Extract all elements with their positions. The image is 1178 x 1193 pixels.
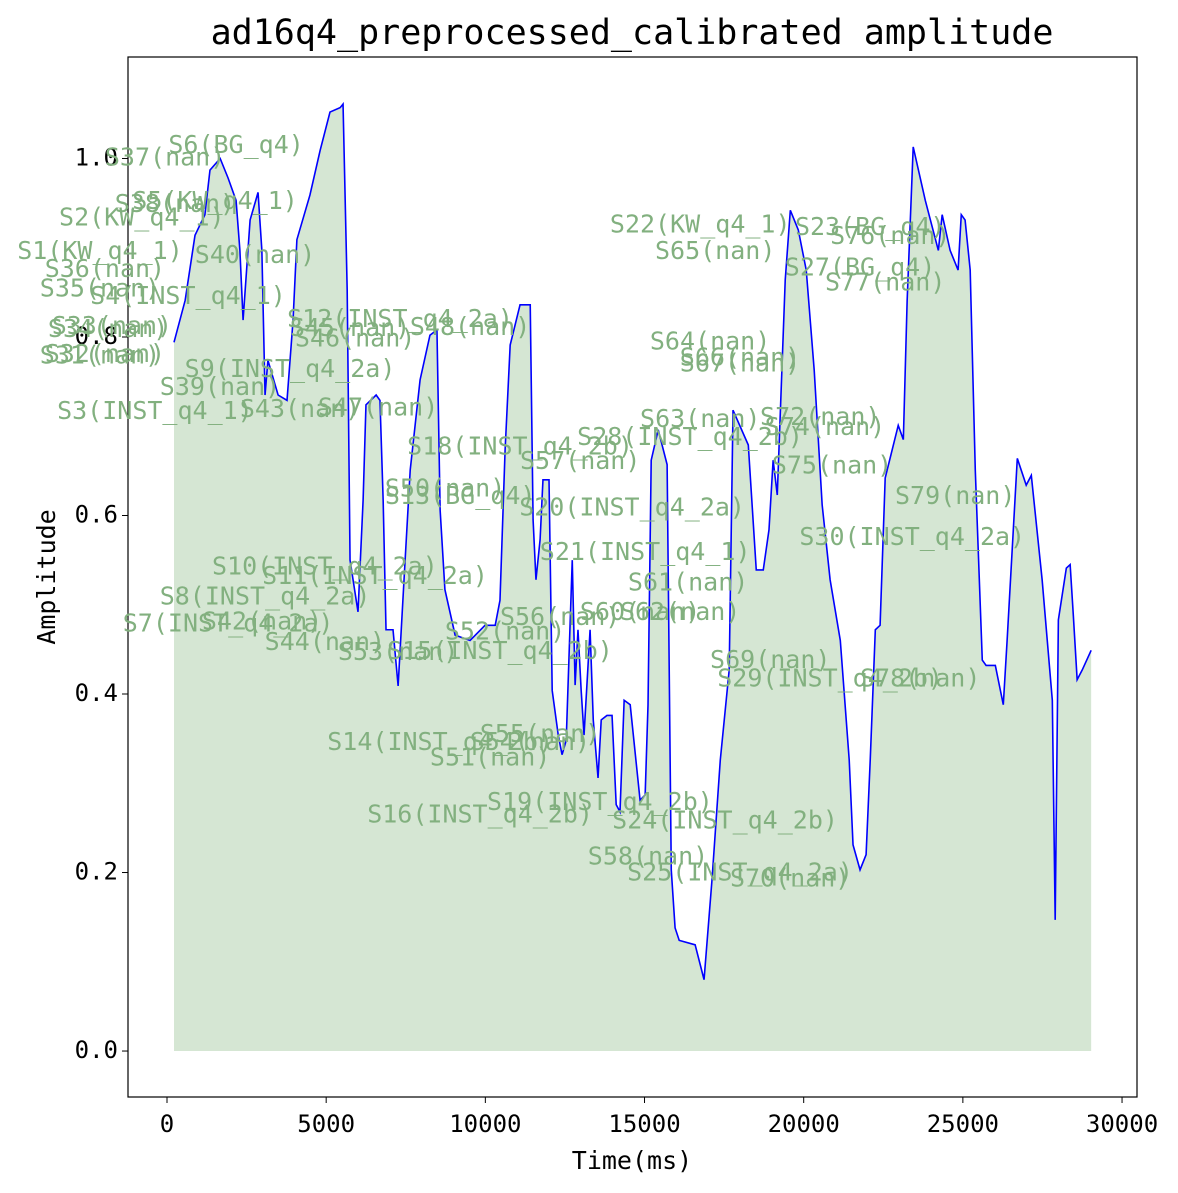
annotation: S53(nan) (338, 637, 458, 666)
chart-title: ad16q4_preprocessed_calibrated amplitude (211, 13, 1054, 53)
annotation: S76(nan) (830, 221, 950, 250)
annotation: S30(INST_q4_2a) (799, 522, 1025, 551)
annotation: S6(BG_q4) (168, 130, 303, 159)
annotation: S57(nan) (520, 446, 640, 475)
annotation: S24(INST_q4_2b) (612, 806, 838, 835)
annotation: S74(nan) (765, 412, 885, 441)
y-tick-label: 0.2 (75, 858, 118, 886)
annotation: S72(nan) (760, 402, 880, 431)
annotation: S77(nan) (825, 267, 945, 296)
annotation: S29(INST_q4_2b) (717, 664, 943, 693)
annotation: S54(nan) (470, 727, 590, 756)
annotation: S44(nan) (265, 627, 385, 656)
annotation: S1(KW_q4_1) (17, 236, 183, 265)
x-tick-label: 20000 (768, 1110, 840, 1138)
annotation: S47(nan) (318, 392, 438, 421)
annotation: S50(nan) (385, 474, 505, 503)
annotation: S60(nan) (580, 597, 700, 626)
y-tick-label: 0.8 (75, 322, 118, 350)
annotation: S70(nan) (730, 864, 850, 893)
annotation: S25(INST_q4_2a) (627, 857, 853, 886)
annotation: S22(KW_q4_1) (610, 209, 791, 238)
annotation: S4(INST_q4_1) (90, 281, 286, 310)
y-tick-label: 0.6 (75, 501, 118, 529)
annotation: S14(INST_q4_2b) (327, 727, 553, 756)
annotation: S38(nan) (115, 189, 235, 218)
x-tick-label: 15000 (608, 1110, 680, 1138)
area (174, 104, 1092, 1052)
annotation: S15(INST_q4_2b) (387, 636, 613, 665)
annotation: S48(nan) (410, 312, 530, 341)
annotation: S10(INST_q4_2a) (212, 551, 438, 580)
annotation: S32(nan) (45, 339, 165, 368)
annotation: S40(nan) (195, 240, 315, 269)
annotation: S67(nan) (680, 349, 800, 378)
annotation: S16(INST_q4_2b) (367, 799, 593, 828)
annotation: S75(nan) (772, 450, 892, 479)
annotation: S9(INST_q4_2a) (185, 354, 396, 383)
y-tick-label: 0.0 (75, 1036, 118, 1064)
annotation: S39(nan) (160, 372, 280, 401)
annotation: S69(nan) (710, 645, 830, 674)
annotation: S45(nan) (290, 313, 410, 342)
annotation: S79(nan) (895, 481, 1015, 510)
x-tick-label: 5000 (297, 1110, 355, 1138)
annotation: S34(nan) (48, 314, 168, 343)
annotation: S37(nan) (105, 142, 225, 171)
y-tick-label: 1.0 (75, 143, 118, 171)
annotation: S35(nan) (40, 274, 160, 303)
annotation: S3(INST_q4_1) (57, 396, 253, 425)
annotation: S52(nan) (445, 616, 565, 645)
annotation: S51(nan) (430, 742, 550, 771)
annotation: S64(nan) (650, 326, 770, 355)
annotation: S62(nan) (620, 597, 740, 626)
annotation: S31(nan) (40, 341, 160, 370)
annotation: S56(nan) (500, 602, 620, 631)
annotation: S78(nan) (860, 664, 980, 693)
annotation: S28(INST_q4_2b) (577, 422, 803, 451)
annotation: S65(nan) (655, 236, 775, 265)
x-tick-label: 25000 (927, 1110, 999, 1138)
annotation: S21(INST_q4_1) (540, 537, 751, 566)
plot-frame (127, 56, 1138, 1098)
x-tick-label: 10000 (449, 1110, 521, 1138)
annotation: S20(INST_q4_2a) (519, 492, 745, 521)
annotation: S55(nan) (480, 719, 600, 748)
y-tick-label: 0.4 (75, 679, 118, 707)
annotation: S33(nan) (52, 311, 172, 340)
annotation: S23(BG_q4) (795, 212, 946, 241)
annotation: S8(INST_q4_2a) (160, 582, 371, 611)
x-tick-label: 30000 (1086, 1110, 1158, 1138)
annotation: S43(nan) (240, 394, 360, 423)
x-tick-label: 0 (160, 1110, 174, 1138)
annotation: S63(nan) (640, 404, 760, 433)
x-axis-label: Time(ms) (572, 1146, 692, 1175)
annotation: S66(nan) (680, 342, 800, 371)
annotation: S11(INST_q4_2a) (262, 561, 488, 590)
annotation: S36(nan) (45, 254, 165, 283)
annotation: S7(INST_q4_2a) (123, 608, 334, 637)
y-axis-label: Amplitude (32, 509, 61, 644)
annotation: S42(nan) (202, 607, 322, 636)
line (173, 101, 1092, 980)
annotation: S19(INST_q4_2b) (487, 787, 713, 816)
annotation: S27(BG_q4) (785, 252, 936, 281)
annotation: S61(nan) (628, 567, 748, 596)
annotation: S58(nan) (588, 841, 708, 870)
annotation: S5(KW_q4_1) (132, 186, 298, 215)
annotation: S12(INST_q4_2a) (287, 304, 513, 333)
annotation: S46(nan) (295, 324, 415, 353)
annotation: S13(BG_q4) (385, 481, 536, 510)
annotation: S18(INST_q4_2b) (407, 432, 633, 461)
annotation: S2(KW_q4_1) (59, 202, 225, 231)
